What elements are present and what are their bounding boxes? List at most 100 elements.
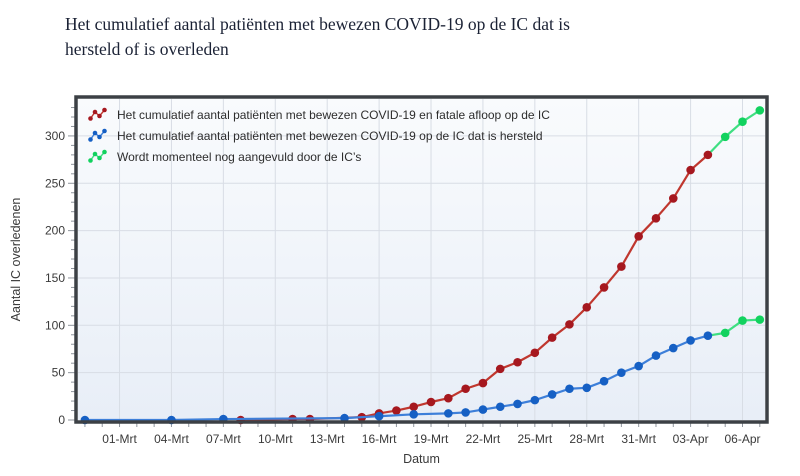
legend-label-fatal: Het cumulatief aantal patiënten met bewe…	[117, 107, 550, 122]
legend-label-recovered: Het cumulatief aantal patiënten met bewe…	[117, 128, 543, 143]
data-point	[444, 393, 453, 403]
x-tick-label: 16-Mrt	[362, 432, 397, 446]
data-point	[703, 331, 713, 341]
data-point	[686, 165, 695, 175]
data-point	[565, 320, 574, 329]
y-tick-label: 250	[45, 176, 65, 190]
x-tick-label: 25-Mrt	[518, 432, 553, 446]
data-point	[495, 402, 505, 412]
marker-line	[89, 109, 106, 119]
data-point	[617, 368, 626, 377]
data-point	[409, 402, 419, 412]
x-tick-label: 28-Mrt	[569, 432, 604, 446]
chart-title-line2: hersteld of is overleden	[65, 39, 229, 59]
y-tick-label: 0	[58, 413, 65, 427]
data-point	[738, 316, 747, 325]
data-point	[651, 214, 661, 223]
series-segment	[655, 197, 675, 220]
plot-frame	[74, 95, 769, 424]
data-point	[478, 405, 488, 414]
data-point	[617, 262, 626, 271]
data-point	[547, 333, 557, 342]
data-point	[409, 410, 419, 419]
data-point	[582, 303, 592, 312]
marker-dot	[88, 137, 93, 142]
data-point	[461, 408, 470, 417]
data-point	[530, 348, 540, 358]
data-point	[668, 194, 678, 203]
blue-series-marker-icon	[88, 128, 107, 142]
y-tick-label: 150	[45, 271, 65, 285]
data-point	[599, 283, 609, 292]
data-point	[755, 106, 765, 115]
marker-dot	[92, 151, 98, 157]
series-segment	[379, 413, 414, 418]
data-point	[478, 378, 488, 388]
x-tick-label: 04-Mrt	[154, 432, 189, 446]
data-point	[513, 357, 522, 367]
marker-dot	[102, 128, 107, 134]
marker-line	[89, 151, 106, 161]
x-tick-label: 13-Mrt	[310, 432, 345, 446]
chart-title: Het cumulatief aantal patiënten met bewe…	[65, 12, 710, 62]
marker-dot	[97, 113, 102, 119]
y-tick-label: 100	[45, 318, 65, 332]
data-point	[426, 397, 436, 407]
data-point	[720, 328, 730, 338]
x-axis-title: Datum	[403, 452, 440, 466]
legend-item-provisional: Wordt momenteel nog aangevuld door de IC…	[88, 146, 550, 167]
marker-dot	[97, 134, 102, 140]
y-tick-label: 50	[52, 366, 66, 380]
y-axis-title: Aantal IC overledenen	[9, 198, 23, 322]
data-point	[392, 406, 401, 415]
data-point	[755, 315, 765, 324]
data-point	[547, 390, 557, 399]
marker-dot	[88, 116, 93, 121]
x-tick-label: 03-Apr	[673, 432, 709, 446]
marker-dot	[88, 158, 93, 163]
data-point	[599, 376, 609, 386]
data-point	[686, 336, 695, 345]
x-tick-label: 10-Mrt	[258, 432, 293, 446]
green-series-marker-icon	[88, 149, 107, 163]
data-point	[738, 117, 747, 127]
x-tick-label: 19-Mrt	[414, 432, 449, 446]
series-segment	[620, 235, 640, 268]
series-segment	[171, 417, 224, 422]
y-tick-label: 200	[45, 224, 65, 238]
marker-dot	[97, 155, 102, 161]
data-point	[530, 395, 540, 405]
x-tick-label: 06-Apr	[724, 432, 760, 446]
x-tick-label: 22-Mrt	[466, 432, 501, 446]
legend: Het cumulatief aantal patiënten met bewe…	[88, 104, 550, 167]
data-point	[461, 384, 470, 394]
series-segment	[344, 415, 380, 420]
plot-area[interactable]	[78, 99, 765, 420]
series-segment	[585, 286, 605, 309]
x-tick-label: 31-Mrt	[621, 432, 656, 446]
series-segment	[223, 417, 345, 421]
data-point	[634, 361, 643, 371]
marker-dot	[92, 130, 98, 136]
marker-dot	[102, 149, 107, 155]
data-point	[513, 399, 522, 409]
y-tick-label: 300	[45, 129, 65, 143]
series-segment	[603, 265, 623, 289]
data-point	[651, 351, 661, 360]
marker-dot	[92, 109, 98, 115]
red-series-marker-icon	[88, 107, 107, 121]
data-point	[720, 132, 730, 142]
data-point	[582, 383, 592, 393]
data-point	[444, 409, 453, 418]
legend-item-recovered: Het cumulatief aantal patiënten met bewe…	[88, 125, 550, 146]
x-tick-label: 07-Mrt	[206, 432, 241, 446]
data-point	[634, 232, 643, 241]
data-point	[374, 411, 384, 421]
legend-label-provisional: Wordt momenteel nog aangevuld door de IC…	[117, 149, 362, 164]
marker-dot	[102, 107, 107, 113]
marker-line	[89, 130, 106, 140]
data-point	[565, 384, 574, 394]
series-segment	[672, 169, 692, 199]
